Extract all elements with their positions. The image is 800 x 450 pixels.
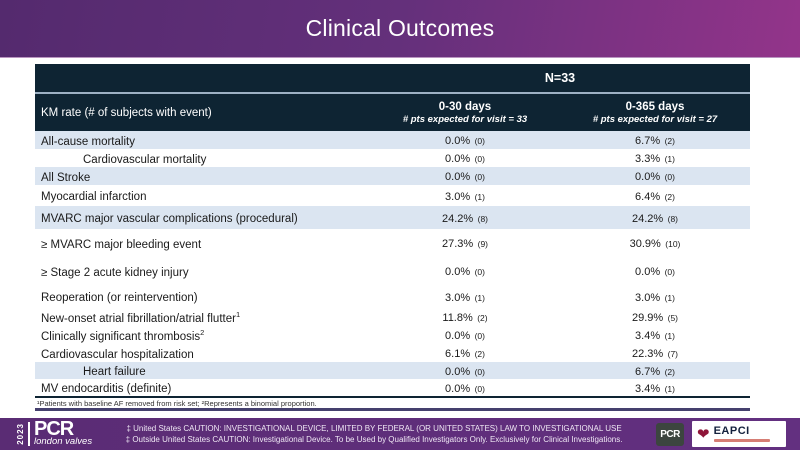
row-value-30d: 3.0% (1) <box>445 291 485 304</box>
row-value-30d: 0.0% (0) <box>445 171 485 183</box>
table-header-n-row: N=33 <box>35 64 750 92</box>
row-value-30d: 0.0% (0) <box>445 153 485 165</box>
n-total-label: N=33 <box>544 71 576 85</box>
pcr-london-valves-logo: 2023 PCR london valves <box>16 418 93 447</box>
row-value-365d: 0.0% (0) <box>635 171 675 183</box>
eapci-logo: ❤ EAPCI <box>692 421 786 447</box>
column-title: 0-365 days <box>625 100 685 113</box>
table-footnote: ¹Patients with baseline AF removed from … <box>35 396 750 411</box>
row-value-365d: 29.9% (5) <box>631 312 679 324</box>
row-value-30d: 0.0% (0) <box>445 382 485 395</box>
row-label: Cardiovascular mortality <box>83 153 207 166</box>
title-bar: Clinical Outcomes <box>0 0 800 58</box>
footer-right-logos: PCR ❤ EAPCI <box>656 421 786 447</box>
row-label: Cardiovascular hospitalization <box>41 348 194 361</box>
table-row-cardiovascular-hospitalization: Cardiovascular hospitalization 6.1% (2) … <box>35 344 750 362</box>
pcr-badge: PCR <box>656 422 684 446</box>
year-label: 2023 <box>16 423 25 445</box>
table-row-myocardial-infarction: Myocardial infarction 3.0% (1) 6.4% (2) <box>35 185 750 206</box>
row-label: New-onset atrial fibrillation/atrial flu… <box>41 309 241 325</box>
row-value-30d: 0.0% (0) <box>445 266 485 278</box>
table-row-cardiovascular-mortality: Cardiovascular mortality 0.0% (0) 3.3% (… <box>35 149 750 167</box>
caution-text: ‡ United States CAUTION: INVESTIGATIONAL… <box>92 423 656 445</box>
table-row-mvarc-vascular-complications: MVARC major vascular complications (proc… <box>35 206 750 229</box>
row-value-365d: 24.2% (8) <box>631 212 679 225</box>
row-label: Heart failure <box>83 365 146 378</box>
outcomes-table: N=33 KM rate (# of subjects with event) … <box>35 64 750 411</box>
row-value-30d: 27.3% (9) <box>441 238 489 250</box>
eapci-label: EAPCI <box>713 425 750 437</box>
footer-bar: 2023 PCR london valves ‡ United States C… <box>0 418 800 450</box>
table-row-mv-endocarditis: MV endocarditis (definite) 0.0% (0) 3.4%… <box>35 379 750 396</box>
table-row-mvarc-major-bleeding: ≥ MVARC major bleeding event 27.3% (9) 3… <box>35 229 750 257</box>
header-separator <box>35 92 750 94</box>
table-header-columns-row: KM rate (# of subjects with event) 0-30 … <box>35 94 750 131</box>
row-label: MVARC major vascular complications (proc… <box>41 212 298 225</box>
row-value-30d: 6.1% (2) <box>445 348 485 360</box>
row-value-30d: 0.0% (0) <box>445 365 485 378</box>
table-row-all-stroke: All Stroke 0.0% (0) 0.0% (0) <box>35 167 750 185</box>
table-row-new-onset-af: New-onset atrial fibrillation/atrial flu… <box>35 308 750 326</box>
row-label: Myocardial infarction <box>41 190 147 203</box>
row-value-30d: 3.0% (1) <box>445 190 485 203</box>
row-value-30d: 24.2% (8) <box>441 212 489 225</box>
logo-divider <box>28 422 30 446</box>
km-rate-header: KM rate (# of subjects with event) <box>41 106 212 119</box>
column-header-0-365-days: 0-365 days # pts expected for visit = 27 <box>560 100 750 126</box>
row-value-30d: 0.0% (0) <box>445 330 485 342</box>
row-label: All Stroke <box>41 171 91 184</box>
row-value-30d: 0.0% (0) <box>445 135 485 147</box>
row-label: ≥ Stage 2 acute kidney injury <box>41 266 189 279</box>
row-value-365d: 3.0% (1) <box>635 291 675 304</box>
page-title: Clinical Outcomes <box>305 15 495 41</box>
table-row-stage2-acute-kidney-injury: ≥ Stage 2 acute kidney injury 0.0% (0) 0… <box>35 257 750 285</box>
row-label: Reoperation (or reintervention) <box>41 291 198 304</box>
table-row-significant-thrombosis: Clinically significant thrombosis2 0.0% … <box>35 326 750 344</box>
row-value-365d: 6.7% (2) <box>635 135 675 147</box>
eapci-tagline <box>713 439 770 442</box>
table-row-heart-failure: Heart failure 0.0% (0) 6.7% (2) <box>35 362 750 379</box>
caution-line-1: ‡ United States CAUTION: INVESTIGATIONAL… <box>126 424 622 433</box>
table-row-all-cause-mortality: All-cause mortality 0.0% (0) 6.7% (2) <box>35 131 750 149</box>
row-label: All-cause mortality <box>41 135 135 148</box>
row-value-365d: 22.3% (7) <box>631 348 679 360</box>
row-value-365d: 3.3% (1) <box>635 153 675 165</box>
table-row-reoperation: Reoperation (or reintervention) 3.0% (1)… <box>35 285 750 308</box>
column-subtitle: # pts expected for visit = 33 <box>402 113 528 125</box>
row-value-365d: 3.4% (1) <box>635 330 675 342</box>
row-label: Clinically significant thrombosis2 <box>41 327 205 343</box>
column-subtitle: # pts expected for visit = 27 <box>592 113 718 125</box>
brand-text: PCR london valves <box>34 418 93 447</box>
row-value-365d: 0.0% (0) <box>635 266 675 278</box>
brand-subtitle: london valves <box>34 436 93 447</box>
column-header-0-30-days: 0-30 days # pts expected for visit = 33 <box>370 100 560 126</box>
eapci-text: EAPCI <box>713 425 770 442</box>
caution-line-2: ‡ Outside United States CAUTION: Investi… <box>125 435 623 444</box>
brand-label: PCR <box>34 418 74 440</box>
row-label: MV endocarditis (definite) <box>41 382 172 395</box>
eapci-heart-icon: ❤ <box>697 425 710 443</box>
row-value-30d: 11.8% (2) <box>442 312 488 324</box>
row-value-365d: 30.9% (10) <box>629 238 681 250</box>
row-label: ≥ MVARC major bleeding event <box>41 238 202 251</box>
row-value-365d: 6.7% (2) <box>635 365 675 378</box>
column-title: 0-30 days <box>438 100 492 113</box>
row-value-365d: 3.4% (1) <box>635 382 675 395</box>
row-value-365d: 6.4% (2) <box>635 190 675 203</box>
